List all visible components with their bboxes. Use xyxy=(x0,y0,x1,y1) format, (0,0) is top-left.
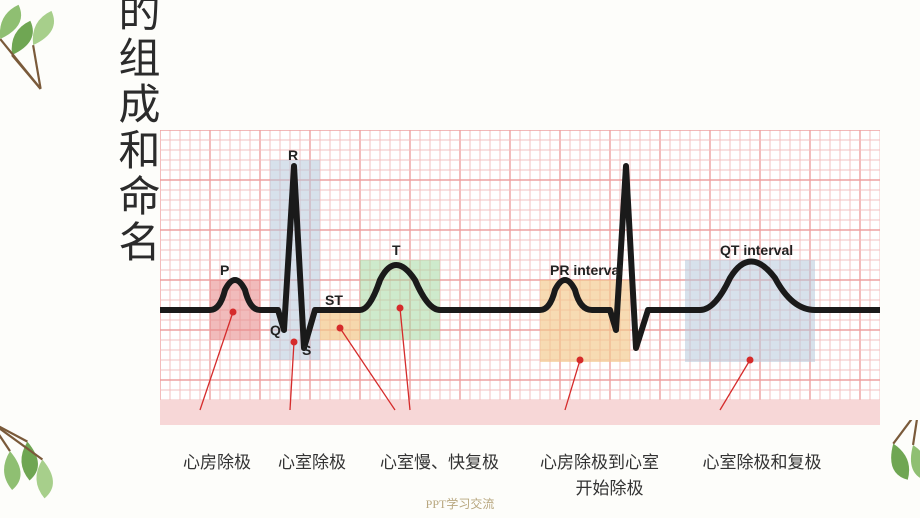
caption-item: 心室慢、快复极 xyxy=(362,448,517,473)
slide: 的组成和命名 P R Q S ST T PR interval QT inter… xyxy=(0,0,920,518)
footer-text: PPT学习交流 xyxy=(0,495,920,512)
title-vertical: 的组成和命名 xyxy=(105,0,166,266)
pink-bar xyxy=(160,400,880,425)
leaf-decoration-top-left xyxy=(0,0,90,95)
caption-item: 心房除极 xyxy=(172,448,262,473)
label-q: Q xyxy=(270,322,281,338)
label-p: P xyxy=(220,262,229,278)
ecg-diagram: P R Q S ST T PR interval QT interval xyxy=(160,130,880,445)
label-pr-interval: PR interval xyxy=(550,262,623,278)
label-qt-interval: QT interval xyxy=(720,242,793,258)
ecg-svg: P R Q S ST T PR interval QT interval xyxy=(160,130,880,440)
caption-item: 心室除极 xyxy=(262,448,362,473)
caption-row: 心房除极心室除极心室慢、快复极心房除极到心室心室除极和复极 xyxy=(172,448,872,473)
caption-item: 心房除极到心室 xyxy=(517,448,682,473)
label-t: T xyxy=(392,242,401,258)
label-s: S xyxy=(302,342,311,358)
label-st: ST xyxy=(325,292,343,308)
label-r: R xyxy=(288,147,298,163)
caption-item: 心室除极和复极 xyxy=(682,448,842,473)
